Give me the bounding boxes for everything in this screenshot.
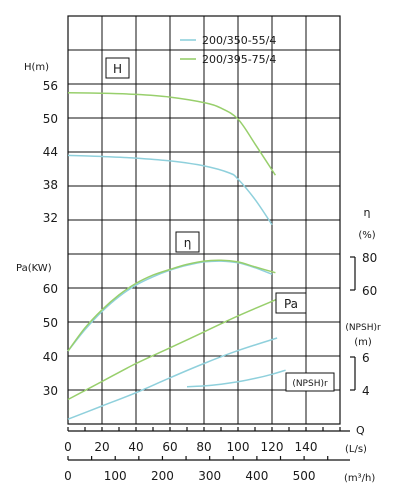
tick-label-eta: 80 (362, 251, 377, 265)
legend-label-series-1: 200/350-55/4 (202, 34, 276, 47)
tick-label-Pa: 50 (43, 316, 58, 330)
tick-label-Q-ls: 60 (162, 440, 177, 454)
curve-NPSHr-200-350-55-4 (186, 369, 286, 388)
panel-label-npsh-box: (NPSH)r (285, 372, 335, 392)
chart-curves (67, 91, 286, 420)
tick-label-Pa: 60 (43, 282, 58, 296)
tick-label-Pa: 30 (43, 384, 58, 398)
tick-label-H: 38 (43, 178, 58, 192)
axis-title-Q: Q (356, 424, 365, 437)
axis-title-H: H(m) (24, 62, 49, 73)
curve-eta-200-395-75-4 (67, 259, 276, 352)
axis-title-Pa: Pa(KW) (16, 263, 52, 274)
curve-eta-200-350-55-4 (67, 260, 273, 352)
axis-title-npsh-unit: (m) (354, 337, 372, 348)
chart-grid (67, 15, 356, 461)
tick-label-Q-ls: 140 (295, 440, 318, 454)
curve-H-200-350-55-4 (67, 154, 273, 226)
axis-title-eta-unit: (%) (358, 230, 375, 241)
tick-label-Q-m3h: 300 (198, 469, 221, 483)
panel-label-H: H (113, 62, 122, 76)
axis-title-eta-symbol: η (364, 206, 371, 219)
curve-Pa-200-350-55-4 (67, 337, 278, 420)
tick-label-Q-ls: 120 (261, 440, 284, 454)
legend-label-series-2: 200/395-75/4 (202, 53, 276, 66)
tick-label-Q-ls: 40 (128, 440, 143, 454)
tick-label-Q-ls: 0 (64, 440, 72, 454)
axis-title-Q-ls: (L/s) (345, 444, 367, 455)
panel-label-eta-box: η (175, 231, 200, 253)
plot-frame (67, 15, 341, 425)
tick-label-H: 56 (43, 79, 58, 93)
tick-label-Q-m3h: 200 (151, 469, 174, 483)
tick-label-Q-ls: 20 (94, 440, 109, 454)
panel-label-Pa-box: Pa (275, 292, 307, 314)
tick-label-Q-m3h: 400 (245, 469, 268, 483)
panel-label-H-box: H (105, 57, 130, 79)
tick-label-eta: 60 (362, 284, 377, 298)
panel-label-Pa: Pa (284, 297, 298, 311)
tick-label-Q-m3h: 100 (104, 469, 127, 483)
curve-H-200-395-75-4 (67, 91, 277, 176)
panel-label-eta: η (184, 236, 192, 250)
tick-label-Q-m3h: 0 (64, 469, 72, 483)
curve-Pa-200-395-75-4 (67, 298, 278, 401)
panel-label-npsh: (NPSH)r (292, 379, 328, 389)
tick-label-npsh: 6 (362, 351, 370, 365)
tick-label-H: 44 (43, 145, 58, 159)
tick-label-Q-m3h: 500 (293, 469, 316, 483)
tick-label-Q-ls: 80 (196, 440, 211, 454)
axis-title-Q-m3h: (m³/h) (344, 473, 375, 484)
tick-label-npsh: 4 (362, 384, 370, 398)
tick-label-Q-ls: 100 (227, 440, 250, 454)
tick-label-H: 32 (43, 211, 58, 225)
chart-legend: 200/350-55/4 200/395-75/4 (180, 34, 276, 66)
tick-label-H: 50 (43, 112, 58, 126)
axis-title-npsh: (NPSH)r (345, 323, 381, 333)
tick-label-Pa: 40 (43, 350, 58, 364)
